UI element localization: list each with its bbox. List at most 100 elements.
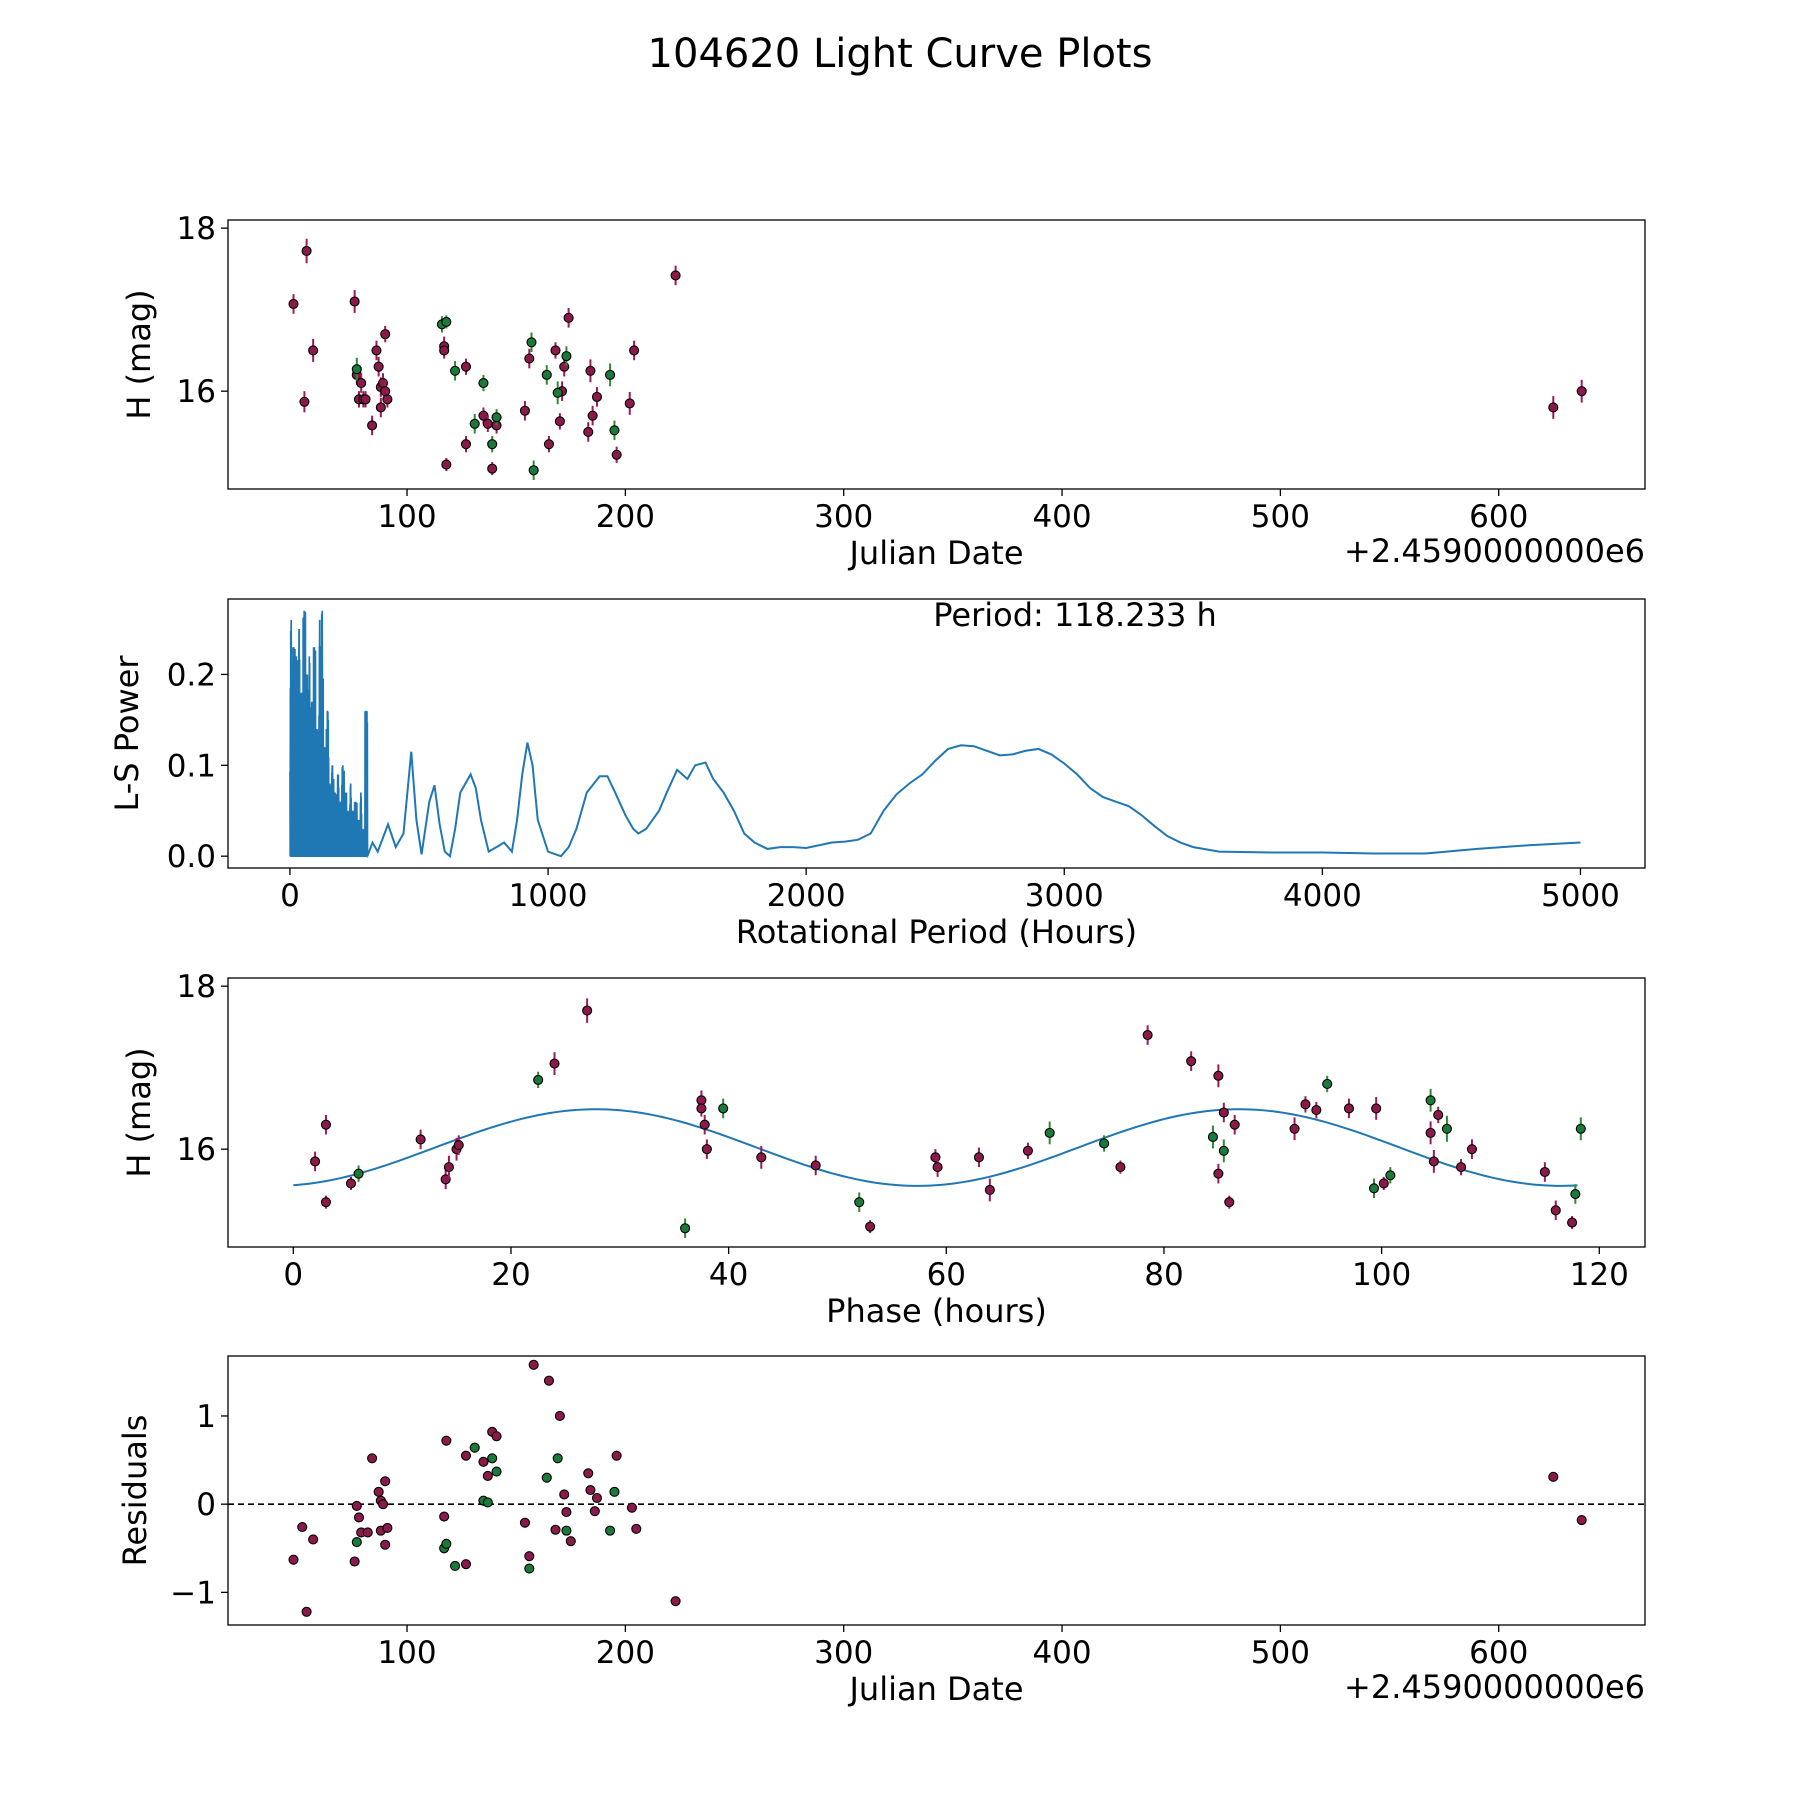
data-point <box>367 420 378 431</box>
data-point <box>854 1197 865 1208</box>
y-tick-label: 16 <box>177 374 216 410</box>
period-annotation: Period: 118.233 h <box>933 596 1217 634</box>
plot-frame <box>227 598 1646 869</box>
data-point <box>670 270 681 281</box>
x-tick-label: 2000 <box>767 878 846 914</box>
data-point <box>609 1486 620 1497</box>
data-point <box>441 1538 452 1549</box>
data-point <box>699 1119 710 1130</box>
data-point <box>541 1472 552 1483</box>
data-point <box>561 1507 572 1518</box>
x-tick-label: 600 <box>1469 1635 1528 1671</box>
data-point <box>460 439 472 450</box>
data-point <box>1425 1095 1436 1106</box>
data-point <box>1099 1138 1110 1149</box>
data-point <box>528 1359 539 1370</box>
data-point <box>478 410 489 421</box>
data-point <box>415 1134 426 1145</box>
data-point <box>356 377 367 389</box>
data-point <box>565 1536 576 1547</box>
data-point <box>559 1489 570 1500</box>
x-tick-label: 100 <box>1352 1257 1411 1293</box>
y-tick-label: 18 <box>177 211 216 247</box>
x-offset-text: +2.4590000000e6 <box>1344 1668 1645 1706</box>
data-point <box>482 418 493 429</box>
data-point <box>1115 1162 1126 1173</box>
data-point <box>550 1524 561 1535</box>
data-point <box>1186 1056 1197 1067</box>
data-point <box>810 1160 821 1171</box>
x-tick-label: 300 <box>814 499 873 535</box>
data-point <box>524 1551 535 1562</box>
data-point <box>1456 1162 1467 1173</box>
data-point <box>1466 1144 1478 1155</box>
data-point <box>1575 1123 1586 1134</box>
data-point <box>487 439 498 450</box>
data-point <box>611 1450 622 1461</box>
data-point <box>380 329 391 340</box>
data-point <box>519 405 530 416</box>
data-point <box>1570 1188 1581 1200</box>
x-tick-label: 40 <box>709 1257 748 1293</box>
data-point <box>583 1468 594 1479</box>
data-point <box>351 364 362 375</box>
data-point <box>482 1470 493 1481</box>
data-point <box>624 398 635 409</box>
data-point <box>554 1410 565 1422</box>
data-point <box>550 345 561 356</box>
data-point <box>441 459 452 470</box>
data-point <box>552 387 563 398</box>
data-point <box>670 1596 681 1607</box>
data-point <box>1213 1168 1224 1179</box>
data-point <box>591 1492 603 1504</box>
periodogram-spikes <box>289 610 369 859</box>
data-point <box>478 377 489 389</box>
data-point <box>1142 1030 1153 1041</box>
data-point <box>1567 1217 1578 1228</box>
y-tick-label: 0 <box>196 1487 216 1523</box>
data-point <box>1343 1103 1355 1114</box>
x-tick-label: 3000 <box>1025 878 1104 914</box>
x-tick-label: 300 <box>814 1635 873 1671</box>
data-point <box>865 1221 876 1232</box>
data-point <box>583 426 594 437</box>
data-point <box>439 1511 450 1522</box>
data-point <box>519 1517 530 1528</box>
x-tick-label: 60 <box>927 1257 966 1293</box>
x-tick-label: 400 <box>1032 499 1091 535</box>
series-green <box>351 315 620 481</box>
data-point <box>554 416 565 427</box>
data-point <box>1229 1119 1240 1130</box>
y-tick-label: 16 <box>177 1132 216 1168</box>
data-point <box>491 1431 502 1442</box>
data-point <box>382 394 393 405</box>
data-point <box>349 1556 360 1567</box>
data-point <box>353 1512 365 1523</box>
data-point <box>460 361 472 372</box>
y-tick-label: 1 <box>196 1399 216 1435</box>
data-point <box>533 1074 544 1085</box>
y-tick-label: 18 <box>177 969 216 1005</box>
data-point <box>587 410 598 421</box>
data-point <box>541 369 552 380</box>
data-point <box>469 418 480 429</box>
data-point <box>441 316 452 327</box>
x-tick-label: 500 <box>1251 1635 1310 1671</box>
x-axis-label: Phase (hours) <box>826 1292 1047 1330</box>
x-tick-label: 5000 <box>1541 878 1620 914</box>
data-point <box>450 1560 461 1571</box>
data-point <box>611 449 622 460</box>
data-point <box>524 1563 535 1574</box>
y-axis-label: Residuals <box>116 1415 154 1567</box>
data-point <box>1224 1197 1235 1208</box>
data-point <box>310 1156 321 1167</box>
x-tick-label: 120 <box>1570 1257 1629 1293</box>
x-tick-label: 200 <box>596 1635 655 1671</box>
periodogram-lines <box>289 610 1581 859</box>
panel-phasefold: 0 20 40 60 80 100 120 16 18 Phase (hours) H (mag) <box>120 969 1646 1330</box>
x-tick-label: 4000 <box>1283 878 1362 914</box>
data-point <box>1218 1107 1229 1118</box>
data-point <box>373 361 384 372</box>
y-axis-label: H (mag) <box>120 289 158 419</box>
